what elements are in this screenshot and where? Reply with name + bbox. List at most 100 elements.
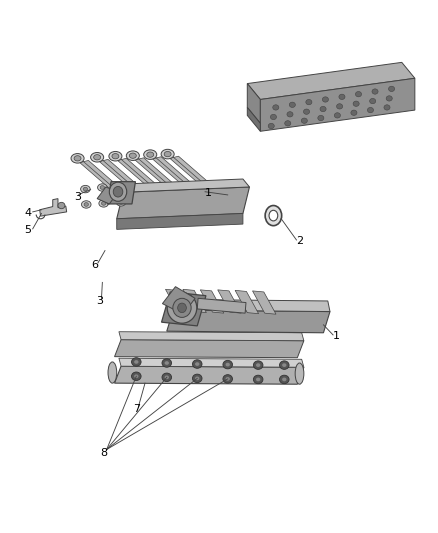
Ellipse shape (119, 200, 123, 204)
Ellipse shape (253, 375, 263, 384)
Ellipse shape (100, 185, 105, 189)
Ellipse shape (318, 115, 324, 120)
Ellipse shape (94, 155, 101, 160)
Ellipse shape (301, 118, 307, 123)
Ellipse shape (167, 293, 197, 323)
Polygon shape (218, 290, 241, 313)
Ellipse shape (339, 94, 345, 100)
Text: 4: 4 (24, 208, 31, 219)
Polygon shape (152, 157, 211, 203)
Polygon shape (235, 290, 258, 314)
Ellipse shape (99, 200, 109, 207)
Ellipse shape (110, 182, 127, 201)
Ellipse shape (81, 185, 90, 193)
Ellipse shape (134, 374, 138, 378)
Ellipse shape (144, 150, 157, 159)
Ellipse shape (253, 361, 263, 369)
Ellipse shape (83, 187, 88, 191)
Ellipse shape (256, 377, 260, 381)
Ellipse shape (173, 298, 191, 317)
Text: 3: 3 (96, 296, 103, 306)
Ellipse shape (195, 362, 199, 366)
Ellipse shape (84, 203, 88, 206)
Ellipse shape (269, 211, 278, 221)
Ellipse shape (389, 86, 395, 92)
Ellipse shape (279, 361, 289, 369)
Polygon shape (197, 298, 246, 313)
Ellipse shape (178, 303, 186, 313)
Ellipse shape (306, 100, 312, 105)
Ellipse shape (112, 154, 119, 159)
Ellipse shape (322, 97, 328, 102)
Text: 8: 8 (100, 448, 107, 458)
Ellipse shape (71, 154, 84, 163)
Polygon shape (107, 182, 135, 204)
Polygon shape (167, 310, 330, 333)
Ellipse shape (351, 110, 357, 115)
Ellipse shape (320, 107, 326, 112)
Ellipse shape (223, 375, 233, 383)
Text: 5: 5 (24, 225, 31, 236)
Polygon shape (260, 78, 415, 131)
Ellipse shape (282, 377, 286, 381)
Ellipse shape (367, 108, 374, 113)
Ellipse shape (161, 149, 174, 159)
Ellipse shape (256, 364, 260, 367)
Ellipse shape (164, 151, 171, 157)
Text: 1: 1 (333, 332, 340, 342)
Ellipse shape (116, 199, 126, 206)
Ellipse shape (134, 360, 138, 364)
Polygon shape (99, 159, 158, 205)
Polygon shape (171, 300, 330, 312)
Polygon shape (166, 289, 189, 313)
Ellipse shape (384, 105, 390, 110)
Ellipse shape (356, 92, 361, 97)
Text: 2: 2 (296, 236, 303, 246)
Ellipse shape (223, 360, 233, 369)
Ellipse shape (226, 377, 230, 381)
Ellipse shape (58, 203, 65, 209)
Ellipse shape (102, 201, 106, 205)
Ellipse shape (336, 104, 343, 109)
Ellipse shape (162, 373, 172, 382)
Polygon shape (80, 160, 138, 206)
Ellipse shape (273, 105, 279, 110)
Polygon shape (40, 199, 67, 216)
Ellipse shape (285, 120, 291, 126)
Text: 6: 6 (92, 260, 99, 270)
Text: 3: 3 (74, 191, 81, 201)
Text: 1: 1 (205, 188, 212, 198)
Polygon shape (117, 187, 250, 219)
Ellipse shape (131, 372, 141, 381)
Ellipse shape (108, 362, 117, 383)
Ellipse shape (370, 99, 376, 104)
Polygon shape (117, 158, 177, 204)
Polygon shape (162, 292, 206, 326)
Polygon shape (183, 289, 206, 313)
Polygon shape (115, 366, 304, 384)
Ellipse shape (268, 123, 274, 128)
Ellipse shape (195, 376, 199, 380)
Ellipse shape (334, 113, 340, 118)
Polygon shape (162, 287, 195, 314)
Ellipse shape (109, 151, 122, 161)
Ellipse shape (98, 184, 107, 191)
Polygon shape (119, 332, 304, 341)
Ellipse shape (282, 364, 286, 367)
Text: 7: 7 (133, 403, 140, 414)
Polygon shape (247, 62, 415, 100)
Ellipse shape (289, 102, 295, 108)
Ellipse shape (287, 112, 293, 117)
Ellipse shape (126, 151, 139, 160)
Ellipse shape (386, 96, 392, 101)
Ellipse shape (131, 358, 141, 366)
Polygon shape (97, 187, 118, 204)
Polygon shape (117, 179, 250, 192)
Polygon shape (135, 158, 194, 204)
Ellipse shape (147, 152, 154, 157)
Polygon shape (253, 291, 276, 314)
Polygon shape (200, 290, 224, 313)
Ellipse shape (113, 187, 123, 197)
Ellipse shape (81, 201, 91, 208)
Ellipse shape (226, 363, 230, 367)
